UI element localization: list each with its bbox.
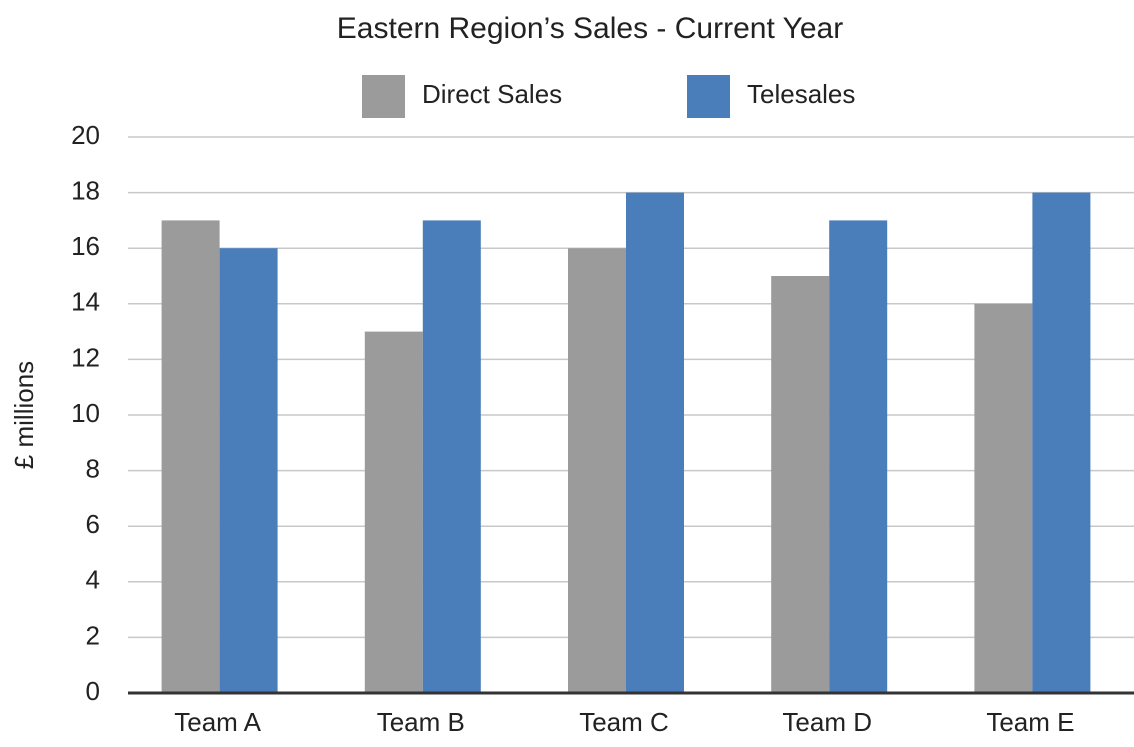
legend-swatch — [362, 75, 405, 118]
y-tick-label: 6 — [86, 509, 100, 539]
x-tick-label: Team E — [986, 707, 1074, 737]
legend-swatch — [687, 75, 730, 118]
bar — [829, 220, 888, 693]
legend-label: Direct Sales — [422, 79, 562, 109]
bar — [364, 331, 423, 693]
legend-label: Telesales — [747, 79, 855, 109]
y-tick-label: 8 — [86, 453, 100, 483]
y-tick-label: 0 — [86, 676, 100, 706]
bar — [626, 192, 684, 693]
bar — [161, 220, 220, 693]
y-axis-label: £ millions — [9, 361, 39, 469]
y-tick-label: 12 — [71, 342, 100, 372]
y-tick-label: 20 — [71, 120, 100, 150]
bar — [568, 248, 626, 693]
y-tick-label: 16 — [71, 231, 100, 261]
x-tick-label: Team B — [377, 707, 465, 737]
bar — [974, 303, 1033, 693]
bar — [219, 248, 278, 693]
bar — [422, 220, 481, 693]
x-tick-label: Team A — [174, 707, 261, 737]
x-tick-label: Team D — [782, 707, 872, 737]
y-tick-label: 4 — [86, 565, 100, 595]
y-tick-label: 2 — [86, 620, 100, 650]
y-tick-label: 14 — [71, 287, 100, 317]
bar — [771, 276, 830, 693]
y-tick-label: 18 — [71, 175, 100, 205]
bar — [1032, 192, 1091, 693]
y-tick-label: 10 — [71, 398, 100, 428]
x-tick-label: Team C — [579, 707, 669, 737]
chart-title: Eastern Region’s Sales - Current Year — [337, 12, 843, 45]
